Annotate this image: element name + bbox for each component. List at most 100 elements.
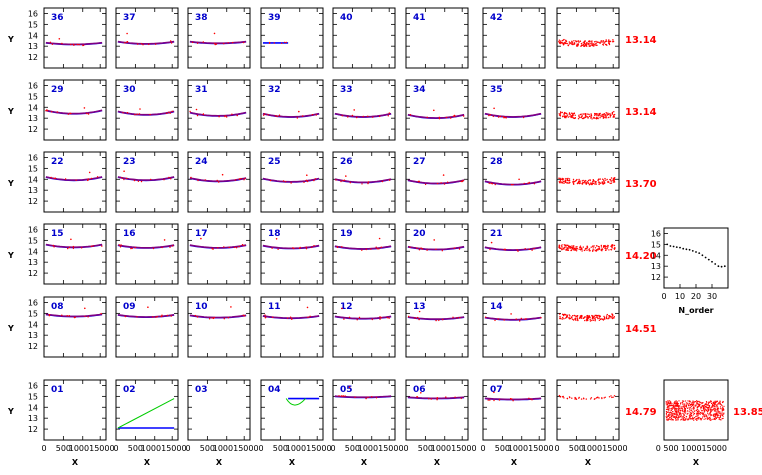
data-point <box>215 43 218 45</box>
summary-point <box>558 113 560 115</box>
overall-point <box>697 403 699 405</box>
order-label: 36 <box>51 13 64 23</box>
summary-point <box>580 398 583 400</box>
summary-point <box>608 396 611 398</box>
panel-frame <box>260 79 324 141</box>
summary-point <box>605 316 608 319</box>
summary-point <box>613 116 616 118</box>
overall-point <box>681 416 684 418</box>
panel-frame <box>115 296 179 358</box>
summary-point <box>591 118 593 120</box>
data-point <box>68 315 71 317</box>
overall-point <box>708 414 710 416</box>
side-x-tick-label: 0 <box>661 292 666 301</box>
overall-point <box>670 415 673 418</box>
overall-point <box>706 402 708 404</box>
data-point <box>152 247 155 250</box>
side-data-point <box>666 243 669 246</box>
outlier-point <box>341 307 343 310</box>
data-point <box>313 179 315 182</box>
overall-point <box>665 404 668 406</box>
overall-point <box>669 408 671 410</box>
overall-point <box>718 418 720 420</box>
overall-point <box>673 405 676 407</box>
summary-point <box>575 315 577 317</box>
overall-point <box>690 404 692 406</box>
summary-point <box>603 182 605 185</box>
data-point <box>101 245 103 247</box>
overall-point <box>709 418 711 421</box>
overall-point <box>682 419 684 421</box>
data-point <box>276 115 278 118</box>
summary-point <box>601 248 603 250</box>
overall-point <box>674 400 676 403</box>
overall-point <box>667 418 669 420</box>
overall-point <box>684 403 686 405</box>
data-point <box>161 314 163 316</box>
summary-point <box>559 40 562 42</box>
data-point <box>263 113 266 115</box>
overall-panel-frame <box>663 379 729 441</box>
summary-point <box>576 178 578 181</box>
summary-point <box>571 114 573 117</box>
data-point <box>296 117 298 119</box>
summary-point <box>599 178 601 180</box>
overall-point <box>706 414 708 416</box>
overall-point <box>712 406 714 408</box>
data-point <box>416 247 418 249</box>
order-label: 37 <box>123 13 136 23</box>
overall-point <box>668 404 670 406</box>
data-point <box>409 246 411 248</box>
summary-point <box>595 181 597 183</box>
summary-point <box>591 181 594 183</box>
overall-point <box>723 412 725 414</box>
overall-point <box>700 410 703 412</box>
outlier-point <box>490 241 493 244</box>
outlier-point <box>433 109 435 112</box>
summary-point <box>567 182 569 184</box>
data-point <box>87 179 89 182</box>
y-tick-label: 13 <box>28 414 38 423</box>
summary-point <box>562 316 564 319</box>
overall-point <box>704 418 707 420</box>
data-point <box>283 41 286 44</box>
row-summary-value: 14.20 <box>625 251 657 262</box>
order-label: 35 <box>490 85 503 95</box>
overall-point <box>678 412 680 414</box>
order-label: 12 <box>340 302 353 312</box>
summary-point <box>592 179 594 181</box>
data-point <box>315 114 317 116</box>
data-point <box>436 397 438 399</box>
overall-point <box>669 415 671 417</box>
summary-point <box>577 40 580 42</box>
summary-point <box>566 182 568 184</box>
overall-point <box>677 410 679 412</box>
outlier-point <box>123 170 125 172</box>
data-point <box>441 250 443 252</box>
summary-point <box>596 316 598 318</box>
overall-point <box>687 402 689 404</box>
summary-point <box>574 398 576 400</box>
summary-point <box>587 317 589 319</box>
data-point <box>244 177 246 180</box>
data-point <box>341 115 343 117</box>
data-point <box>140 43 143 45</box>
outlier-point <box>442 174 445 176</box>
overall-point <box>679 415 681 417</box>
overall-point <box>687 400 689 402</box>
data-point <box>227 317 230 319</box>
summary-point <box>611 245 613 247</box>
summary-point <box>603 179 605 181</box>
overall-point <box>666 417 668 419</box>
summary-point <box>560 247 562 250</box>
overall-point <box>672 413 674 415</box>
summary-point <box>567 44 569 47</box>
overall-point <box>684 410 686 412</box>
y-tick-label: 13 <box>28 114 38 123</box>
summary-point <box>605 249 607 251</box>
x-tick-label: 100015000 <box>213 444 259 453</box>
overall-point <box>688 401 690 403</box>
data-point <box>264 317 266 319</box>
overall-point <box>686 403 688 405</box>
data-point <box>61 42 63 45</box>
